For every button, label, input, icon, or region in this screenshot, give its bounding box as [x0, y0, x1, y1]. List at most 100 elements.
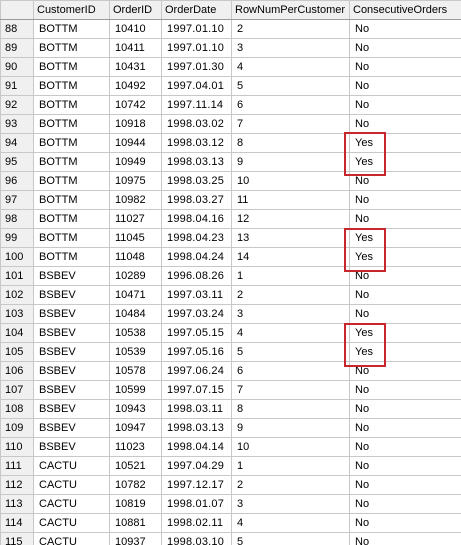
row-num-per-customer-cell[interactable]: 4 — [231, 513, 350, 533]
customer-id-cell[interactable]: BSBEV — [33, 399, 110, 419]
consecutive-orders-cell[interactable]: No — [349, 380, 461, 400]
table-row[interactable]: 113 CACTU 10819 1998.01.07 3 No — [0, 494, 461, 514]
order-date-cell[interactable]: 1998.03.10 — [161, 532, 232, 545]
order-id-cell[interactable]: 10742 — [109, 95, 162, 115]
order-id-cell[interactable]: 10521 — [109, 456, 162, 476]
consecutive-orders-cell[interactable]: No — [349, 456, 461, 476]
consecutive-orders-cell[interactable]: No — [349, 285, 461, 305]
order-id-cell[interactable]: 10471 — [109, 285, 162, 305]
row-num-per-customer-cell[interactable]: 1 — [231, 456, 350, 476]
table-row[interactable]: 114 CACTU 10881 1998.02.11 4 No — [0, 513, 461, 533]
customer-id-cell[interactable]: BOTTM — [33, 114, 110, 134]
order-date-cell[interactable]: 1997.03.24 — [161, 304, 232, 324]
column-header-customerid[interactable]: CustomerID — [33, 0, 110, 20]
row-num-per-customer-cell[interactable]: 4 — [231, 323, 350, 343]
consecutive-orders-cell[interactable]: No — [349, 19, 461, 39]
consecutive-orders-cell[interactable]: No — [349, 513, 461, 533]
table-row[interactable]: 92 BOTTM 10742 1997.11.14 6 No — [0, 95, 461, 115]
consecutive-orders-cell[interactable]: No — [349, 399, 461, 419]
row-num-per-customer-cell[interactable]: 3 — [231, 304, 350, 324]
row-num-per-customer-cell[interactable]: 8 — [231, 133, 350, 153]
row-num-per-customer-cell[interactable]: 3 — [231, 494, 350, 514]
order-id-cell[interactable]: 10947 — [109, 418, 162, 438]
customer-id-cell[interactable]: BSBEV — [33, 342, 110, 362]
order-date-cell[interactable]: 1996.08.26 — [161, 266, 232, 286]
order-date-cell[interactable]: 1997.07.15 — [161, 380, 232, 400]
row-number[interactable]: 102 — [0, 285, 34, 305]
row-num-per-customer-cell[interactable]: 14 — [231, 247, 350, 267]
order-date-cell[interactable]: 1997.05.16 — [161, 342, 232, 362]
corner-header[interactable] — [0, 0, 34, 20]
row-num-per-customer-cell[interactable]: 9 — [231, 418, 350, 438]
table-row[interactable]: 104 BSBEV 10538 1997.05.15 4 Yes — [0, 323, 461, 343]
customer-id-cell[interactable]: BSBEV — [33, 380, 110, 400]
row-number[interactable]: 98 — [0, 209, 34, 229]
column-header-rownumpercustomer[interactable]: RowNumPerCustomer — [231, 0, 350, 20]
row-num-per-customer-cell[interactable]: 8 — [231, 399, 350, 419]
consecutive-orders-cell[interactable]: Yes — [349, 133, 461, 153]
table-row[interactable]: 96 BOTTM 10975 1998.03.25 10 No — [0, 171, 461, 191]
order-date-cell[interactable]: 1998.04.16 — [161, 209, 232, 229]
row-number[interactable]: 94 — [0, 133, 34, 153]
row-number[interactable]: 100 — [0, 247, 34, 267]
row-number[interactable]: 96 — [0, 171, 34, 191]
consecutive-orders-cell[interactable]: Yes — [349, 228, 461, 248]
row-num-per-customer-cell[interactable]: 2 — [231, 285, 350, 305]
customer-id-cell[interactable]: CACTU — [33, 456, 110, 476]
row-num-per-customer-cell[interactable]: 6 — [231, 95, 350, 115]
order-id-cell[interactable]: 10410 — [109, 19, 162, 39]
row-num-per-customer-cell[interactable]: 10 — [231, 171, 350, 191]
order-date-cell[interactable]: 1998.04.23 — [161, 228, 232, 248]
table-row[interactable]: 95 BOTTM 10949 1998.03.13 9 Yes — [0, 152, 461, 172]
row-number[interactable]: 113 — [0, 494, 34, 514]
row-num-per-customer-cell[interactable]: 11 — [231, 190, 350, 210]
row-number[interactable]: 88 — [0, 19, 34, 39]
row-number[interactable]: 110 — [0, 437, 34, 457]
order-id-cell[interactable]: 10943 — [109, 399, 162, 419]
consecutive-orders-cell[interactable]: No — [349, 494, 461, 514]
order-id-cell[interactable]: 10982 — [109, 190, 162, 210]
row-num-per-customer-cell[interactable]: 13 — [231, 228, 350, 248]
order-id-cell[interactable]: 11023 — [109, 437, 162, 457]
order-date-cell[interactable]: 1997.04.29 — [161, 456, 232, 476]
consecutive-orders-cell[interactable]: No — [349, 437, 461, 457]
row-number[interactable]: 107 — [0, 380, 34, 400]
consecutive-orders-cell[interactable]: No — [349, 304, 461, 324]
table-row[interactable]: 102 BSBEV 10471 1997.03.11 2 No — [0, 285, 461, 305]
row-number[interactable]: 97 — [0, 190, 34, 210]
customer-id-cell[interactable]: BOTTM — [33, 95, 110, 115]
customer-id-cell[interactable]: CACTU — [33, 532, 110, 545]
row-num-per-customer-cell[interactable]: 6 — [231, 361, 350, 381]
order-date-cell[interactable]: 1998.04.24 — [161, 247, 232, 267]
consecutive-orders-cell[interactable]: No — [349, 475, 461, 495]
row-num-per-customer-cell[interactable]: 7 — [231, 380, 350, 400]
order-date-cell[interactable]: 1998.03.02 — [161, 114, 232, 134]
customer-id-cell[interactable]: BSBEV — [33, 361, 110, 381]
table-row[interactable]: 101 BSBEV 10289 1996.08.26 1 No — [0, 266, 461, 286]
customer-id-cell[interactable]: CACTU — [33, 475, 110, 495]
row-num-per-customer-cell[interactable]: 3 — [231, 38, 350, 58]
table-row[interactable]: 97 BOTTM 10982 1998.03.27 11 No — [0, 190, 461, 210]
order-date-cell[interactable]: 1997.01.10 — [161, 19, 232, 39]
customer-id-cell[interactable]: CACTU — [33, 494, 110, 514]
row-num-per-customer-cell[interactable]: 5 — [231, 342, 350, 362]
table-row[interactable]: 111 CACTU 10521 1997.04.29 1 No — [0, 456, 461, 476]
table-row[interactable]: 105 BSBEV 10539 1997.05.16 5 Yes — [0, 342, 461, 362]
row-num-per-customer-cell[interactable]: 12 — [231, 209, 350, 229]
order-id-cell[interactable]: 10411 — [109, 38, 162, 58]
order-date-cell[interactable]: 1998.03.25 — [161, 171, 232, 191]
order-date-cell[interactable]: 1998.02.11 — [161, 513, 232, 533]
row-number[interactable]: 112 — [0, 475, 34, 495]
table-row[interactable]: 99 BOTTM 11045 1998.04.23 13 Yes — [0, 228, 461, 248]
order-id-cell[interactable]: 10881 — [109, 513, 162, 533]
consecutive-orders-cell[interactable]: No — [349, 114, 461, 134]
customer-id-cell[interactable]: BOTTM — [33, 247, 110, 267]
customer-id-cell[interactable]: BSBEV — [33, 304, 110, 324]
customer-id-cell[interactable]: BOTTM — [33, 76, 110, 96]
customer-id-cell[interactable]: BSBEV — [33, 323, 110, 343]
consecutive-orders-cell[interactable]: No — [349, 361, 461, 381]
order-date-cell[interactable]: 1997.11.14 — [161, 95, 232, 115]
table-row[interactable]: 91 BOTTM 10492 1997.04.01 5 No — [0, 76, 461, 96]
order-id-cell[interactable]: 10539 — [109, 342, 162, 362]
order-id-cell[interactable]: 10949 — [109, 152, 162, 172]
